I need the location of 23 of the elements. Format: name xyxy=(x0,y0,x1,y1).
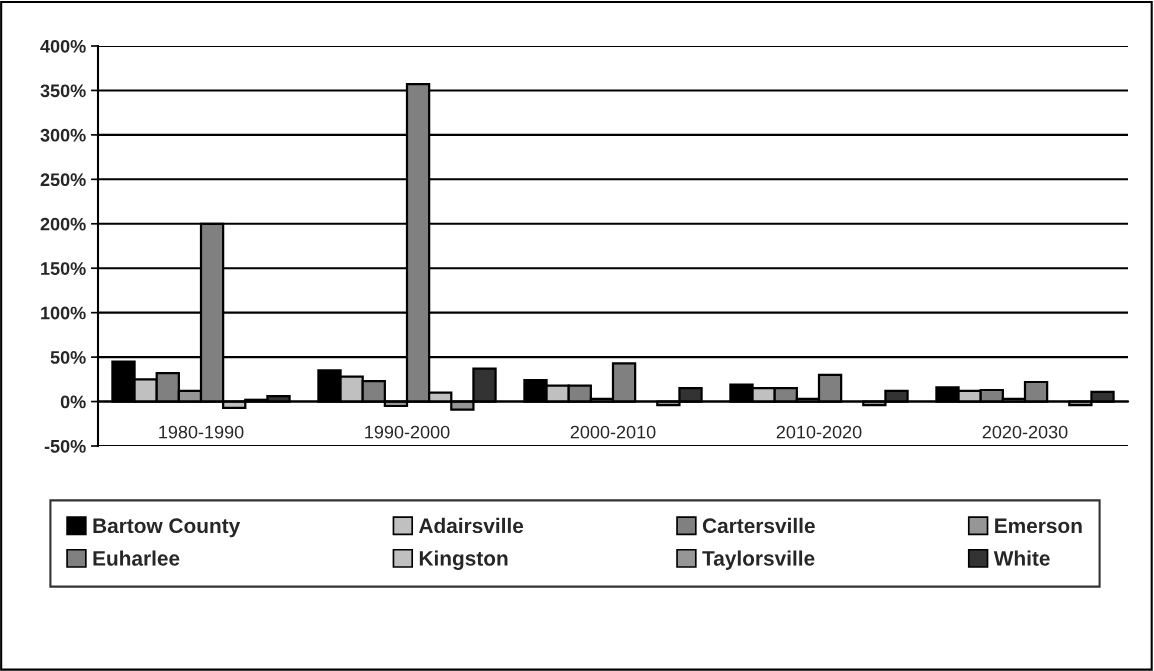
x-tick-label: 2000-2010 xyxy=(570,425,656,439)
y-tick-label: 300% xyxy=(40,128,86,142)
y-tick-label: 100% xyxy=(41,306,86,320)
y-tick-label: 250% xyxy=(40,173,86,187)
x-tick-label: 2020-2030 xyxy=(982,425,1068,439)
y-tick-label: 150% xyxy=(41,262,86,275)
y-tick-label: 400% xyxy=(40,39,86,53)
x-tick-label: 1990-2000 xyxy=(365,425,450,439)
legend-label: Bartow County xyxy=(93,518,241,538)
y-tick-label: -50% xyxy=(44,439,86,453)
x-tick-label: 1980-1990 xyxy=(159,425,244,439)
x-tick-label: 2010-2020 xyxy=(776,425,862,439)
legend-label: Emerson xyxy=(995,518,1082,534)
legend-label: Cartersville xyxy=(702,517,815,534)
legend-label: Euharlee xyxy=(93,550,180,566)
y-tick-label: 350% xyxy=(40,84,86,98)
legend-label: Adairsville xyxy=(418,517,524,534)
legend-label: Taylorsville xyxy=(702,550,815,570)
y-tick-label: 50% xyxy=(50,351,86,364)
y-tick-label: 200% xyxy=(40,217,86,231)
y-tick-label: 0% xyxy=(60,395,86,409)
legend-label: White xyxy=(993,550,1050,566)
legend-label: Kingston xyxy=(419,550,508,570)
